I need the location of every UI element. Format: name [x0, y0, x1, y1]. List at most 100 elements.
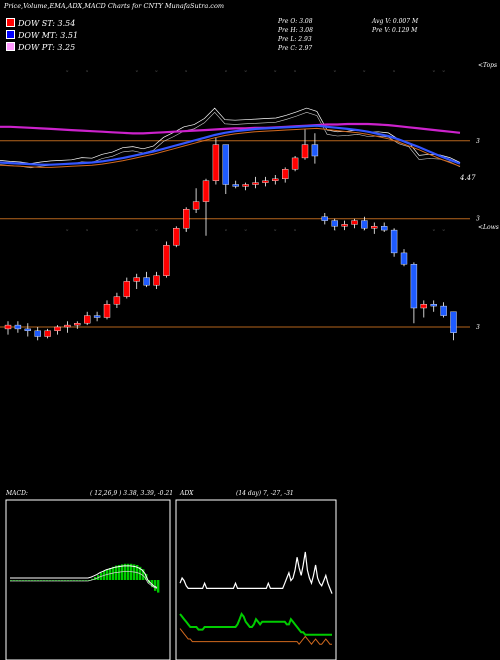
macd-histogram-bar [82, 580, 85, 581]
candle-body [341, 224, 348, 227]
macd-histogram-bar [142, 569, 145, 580]
candle-body [83, 315, 91, 324]
macd-histogram-bar [46, 580, 49, 581]
price-tick-mark: ᵕ [136, 228, 138, 234]
macd-label: MACD: [6, 490, 28, 497]
macd-histogram-bar [67, 580, 70, 581]
candle-body [390, 229, 398, 254]
price-tick-mark: ᵕ [443, 228, 445, 234]
candle-body [262, 180, 269, 183]
price-lows-label: <Lows [478, 224, 499, 231]
macd-histogram-bar [31, 580, 34, 581]
candle-body [242, 184, 249, 187]
candle-body [93, 315, 101, 318]
price-tick-mark: ᵕ [294, 228, 296, 234]
candle-body [321, 216, 328, 221]
price-tick-mark: ᵕ [86, 228, 88, 234]
macd-histogram-bar [73, 580, 76, 581]
candle-body [212, 144, 220, 181]
candle-body [103, 304, 111, 318]
ema-tick-mark: ᵕ [225, 69, 227, 75]
candle-body [232, 184, 239, 187]
ema-slow-line [0, 122, 461, 135]
macd-histogram-bar [28, 580, 31, 581]
macd-histogram-bar [43, 580, 46, 581]
macd-histogram-bar [157, 580, 160, 593]
price-tick-mark: ᵕ [393, 228, 395, 234]
macd-line [10, 565, 158, 588]
candle-body [400, 252, 408, 265]
ema-tick-mark: ᵕ [136, 69, 138, 75]
candle-body [440, 305, 447, 316]
macd-histogram-bar [25, 580, 28, 581]
price-tick-mark: ᵕ [274, 228, 276, 234]
macd-histogram-bar [88, 580, 91, 581]
candle-body [24, 328, 31, 331]
macd-histogram-bar [55, 580, 58, 581]
legend-dow-st: DOW ST: 3.54 [6, 18, 75, 28]
candle-body [113, 296, 121, 305]
legend-label-mt: DOW MT: 3.51 [18, 31, 79, 40]
ema-fast-line [0, 124, 461, 166]
ema-tick-mark: ᵕ [86, 69, 88, 75]
ema-tick-mark: ᵕ [393, 69, 395, 75]
legend-dow-pt: DOW PT: 3.25 [6, 42, 75, 52]
candle-body [192, 201, 200, 210]
candle-body [381, 226, 388, 231]
legend-swatch-mt [6, 30, 15, 39]
candle-body [143, 277, 150, 286]
adx-minus-di-line [179, 628, 332, 646]
ema-tick-mark: ᵕ [334, 69, 336, 75]
legend-swatch-pt [6, 42, 15, 51]
quote-high: Pre H: 3.08 [278, 27, 313, 34]
macd-histogram-bar [10, 580, 13, 581]
ema-tick-mark: ᵕ [156, 69, 158, 75]
candle-body [272, 178, 279, 181]
macd-histogram-bar [154, 580, 157, 591]
macd-histogram-bar [52, 580, 55, 581]
price-tick-mark: ᵕ [66, 228, 68, 234]
price-tick-mark: ᵕ [245, 228, 247, 234]
candle-body [351, 220, 358, 225]
price-tick-mark: ᵕ [156, 228, 158, 234]
price-tick-mark: ᵕ [334, 228, 336, 234]
ema-tick-mark: ᵕ [185, 69, 187, 75]
candle-body [4, 324, 12, 330]
price-tick-mark: ᵕ [363, 228, 365, 234]
macd-histogram-bar [70, 580, 73, 581]
ema-mid-line [0, 127, 461, 168]
price-tick-mark: ᵕ [433, 228, 435, 234]
candle-body [133, 277, 140, 282]
ema-tick-mark: ᵕ [274, 69, 276, 75]
legend-swatch-st [6, 18, 15, 27]
candle-body [301, 144, 309, 159]
macd-histogram-bar [49, 580, 52, 581]
candle-body [311, 144, 319, 157]
candle-body [450, 311, 457, 333]
quote-low: Pre L: 2.93 [278, 36, 312, 43]
candle-body [173, 227, 180, 246]
adx-plus-di-line [179, 612, 332, 636]
candle-body [182, 208, 190, 229]
macd-histogram-bar [61, 580, 64, 581]
ema-tick-mark: ᵕ [443, 69, 445, 75]
quote-open: Pre O: 3.08 [278, 18, 313, 25]
candle-body [361, 220, 368, 229]
candle-body [410, 264, 418, 309]
macd-histogram-bar [121, 564, 124, 580]
adx-line [179, 551, 333, 594]
macd-histogram-bar [16, 580, 19, 581]
price-tick-mark: ᵕ [185, 228, 187, 234]
candle-body [420, 304, 427, 309]
macd-histogram-bar [58, 580, 61, 581]
adx-label: ADX [180, 490, 194, 497]
ema-tick-mark: ᵕ [294, 69, 296, 75]
macd-histogram-bar [64, 580, 67, 581]
candle-body [371, 226, 378, 229]
macd-histogram-bar [139, 566, 142, 580]
adx-panel-frame [175, 499, 337, 660]
legend-label-pt: DOW PT: 3.25 [18, 43, 76, 52]
macd-histogram-bar [13, 580, 16, 581]
quote-close: Pre C: 2.97 [278, 45, 313, 52]
candle-body [163, 245, 170, 276]
